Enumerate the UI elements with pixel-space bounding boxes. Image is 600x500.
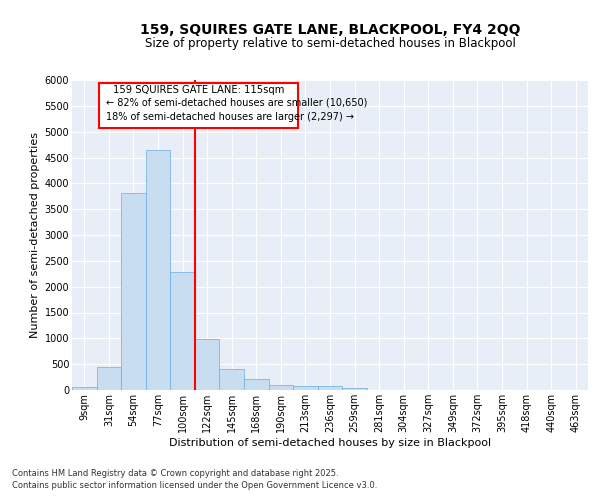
FancyBboxPatch shape [99, 83, 298, 128]
Bar [318, 386, 342, 390]
Bar [97, 367, 121, 390]
Bar [195, 339, 220, 390]
Bar [220, 369, 244, 390]
Bar [170, 272, 195, 390]
X-axis label: Distribution of semi-detached houses by size in Blackpool: Distribution of semi-detached houses by … [169, 438, 491, 448]
Text: Contains public sector information licensed under the Open Government Licence v3: Contains public sector information licen… [12, 481, 377, 490]
Text: ← 82% of semi-detached houses are smaller (10,650): ← 82% of semi-detached houses are smalle… [106, 98, 368, 108]
Bar [121, 192, 146, 390]
Text: 159, SQUIRES GATE LANE, BLACKPOOL, FY4 2QQ: 159, SQUIRES GATE LANE, BLACKPOOL, FY4 2… [140, 22, 520, 36]
Bar [293, 386, 318, 390]
Y-axis label: Number of semi-detached properties: Number of semi-detached properties [31, 132, 40, 338]
Text: Size of property relative to semi-detached houses in Blackpool: Size of property relative to semi-detach… [145, 38, 515, 51]
Bar [146, 150, 170, 390]
Text: 18% of semi-detached houses are larger (2,297) →: 18% of semi-detached houses are larger (… [106, 112, 355, 122]
Bar [269, 385, 293, 390]
Text: Contains HM Land Registry data © Crown copyright and database right 2025.: Contains HM Land Registry data © Crown c… [12, 468, 338, 477]
Bar [342, 388, 367, 390]
Text: 159 SQUIRES GATE LANE: 115sqm: 159 SQUIRES GATE LANE: 115sqm [113, 86, 284, 96]
Bar [244, 379, 269, 390]
Bar [72, 388, 97, 390]
